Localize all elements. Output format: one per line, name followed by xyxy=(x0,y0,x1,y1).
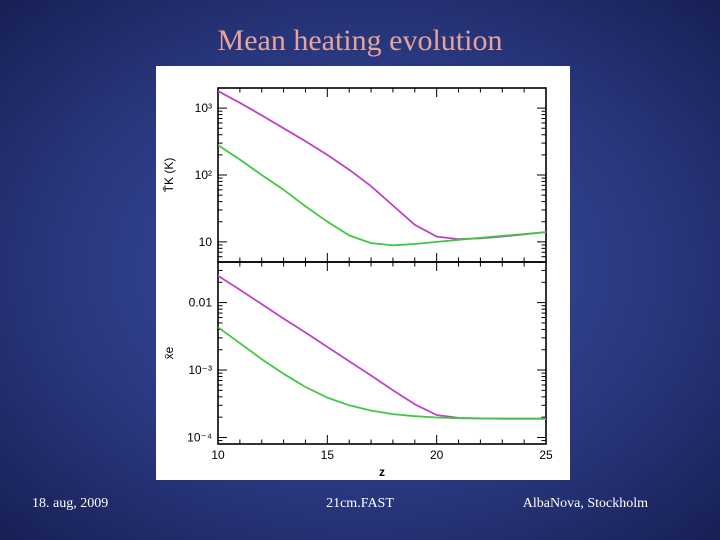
series-line-bottom-1 xyxy=(218,326,546,420)
x-tick-label: 10 xyxy=(211,448,225,462)
y-tick-label: 10 xyxy=(199,235,213,249)
series-line-top-0 xyxy=(218,90,546,241)
y-tick-label: 10³ xyxy=(195,101,212,115)
footer-center: 21cm.FAST xyxy=(326,496,394,511)
axes-frame-bottom xyxy=(217,261,547,445)
chart-figure: 10 10² 10³ T̄K (K) 10⁻⁴ 10⁻³ 0.01 10 15 20 25 x̄e z xyxy=(156,66,570,480)
y-tick-label: 0.01 xyxy=(189,296,213,310)
y-tick-label: 10⁻³ xyxy=(188,363,212,377)
x-tick-label: 20 xyxy=(430,448,444,462)
x-axis-label: z xyxy=(379,465,385,479)
panel-bottom: 10⁻⁴ 10⁻³ 0.01 10 15 20 25 x̄e z xyxy=(162,261,553,479)
x-tick-label: 25 xyxy=(539,448,553,462)
panel-top: 10 10² 10³ T̄K (K) xyxy=(162,87,547,263)
footer-location: AlbaNova, Stockholm xyxy=(522,496,648,511)
series-line-top-1 xyxy=(218,144,546,247)
y-axis-label-bottom: x̄e xyxy=(162,346,176,359)
y-tick-label: 10² xyxy=(195,168,212,182)
slide-title: Mean heating evolution xyxy=(217,24,503,57)
chart-svg: 10 10² 10³ T̄K (K) 10⁻⁴ 10⁻³ 0.01 10 15 20 25 x̄e z xyxy=(162,87,553,479)
x-tick-label: 15 xyxy=(321,448,335,462)
y-axis-label-top: T̄K (K) xyxy=(162,158,176,193)
series-line-bottom-0 xyxy=(218,275,546,420)
footer-date: 18. aug, 2009 xyxy=(32,496,109,511)
y-tick-label: 10⁻⁴ xyxy=(187,430,212,444)
